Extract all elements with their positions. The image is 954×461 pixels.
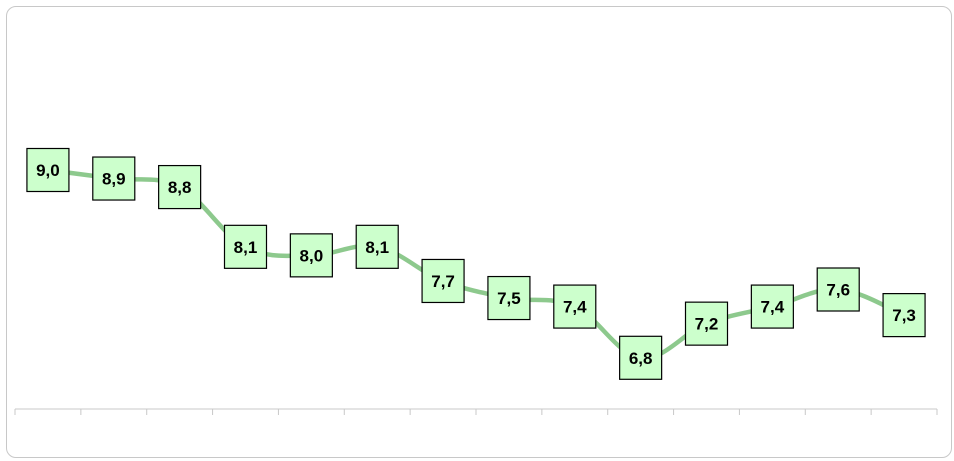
data-label-text: 7,3 [892, 306, 916, 325]
data-label-text: 7,4 [563, 298, 587, 317]
data-label: 7,2 [684, 301, 729, 346]
data-label-box [882, 293, 926, 338]
data-label: 8,8 [158, 164, 202, 210]
data-label-text: 8,9 [102, 170, 126, 189]
data-label-box [223, 224, 268, 269]
data-label-text: 7,6 [826, 281, 850, 300]
data-label-text: 7,2 [695, 315, 719, 334]
data-label-box [289, 233, 333, 278]
data-label: 8,9 [92, 156, 136, 201]
data-label-text: 9,0 [36, 161, 60, 180]
data-label-box [684, 301, 729, 346]
data-label-box [553, 284, 597, 329]
data-label-box [355, 224, 399, 269]
data-label-box [816, 267, 860, 312]
data-label-box [619, 335, 663, 380]
data-label-text: 8,0 [300, 246, 324, 265]
data-label-text: 7,7 [431, 272, 455, 291]
data-label-text: 6,8 [629, 349, 653, 368]
data-label-box [26, 147, 70, 193]
data-label-text: 7,5 [497, 289, 521, 308]
data-label: 7,4 [553, 284, 597, 329]
data-label-text: 7,4 [761, 298, 785, 317]
data-label-box [487, 275, 531, 321]
data-label-text: 8,1 [234, 238, 258, 257]
data-label: 6,8 [619, 335, 663, 380]
data-label: 7,6 [816, 267, 860, 312]
data-label: 8,1 [355, 224, 399, 269]
data-label-box [158, 164, 202, 210]
x-axis [14, 408, 938, 415]
data-label: 7,7 [421, 258, 465, 304]
data-label-text: 8,1 [365, 238, 389, 257]
data-label-text: 8,8 [168, 178, 192, 197]
data-label: 9,0 [26, 147, 70, 193]
data-label-box [421, 258, 465, 304]
data-label-box [92, 156, 136, 201]
chart-area [6, 6, 952, 458]
data-label: 7,3 [882, 293, 926, 338]
data-label: 7,5 [487, 275, 531, 321]
data-label: 8,0 [289, 233, 333, 278]
data-label-box [750, 284, 794, 329]
data-label-group: 9,0 8,9 8,8 8,1 8,0 8,1 7,7 7,5 7,4 6,8 7,2 7,4 7,6 7… [26, 147, 926, 380]
data-label: 7,4 [750, 284, 794, 329]
data-label: 8,1 [223, 224, 268, 269]
